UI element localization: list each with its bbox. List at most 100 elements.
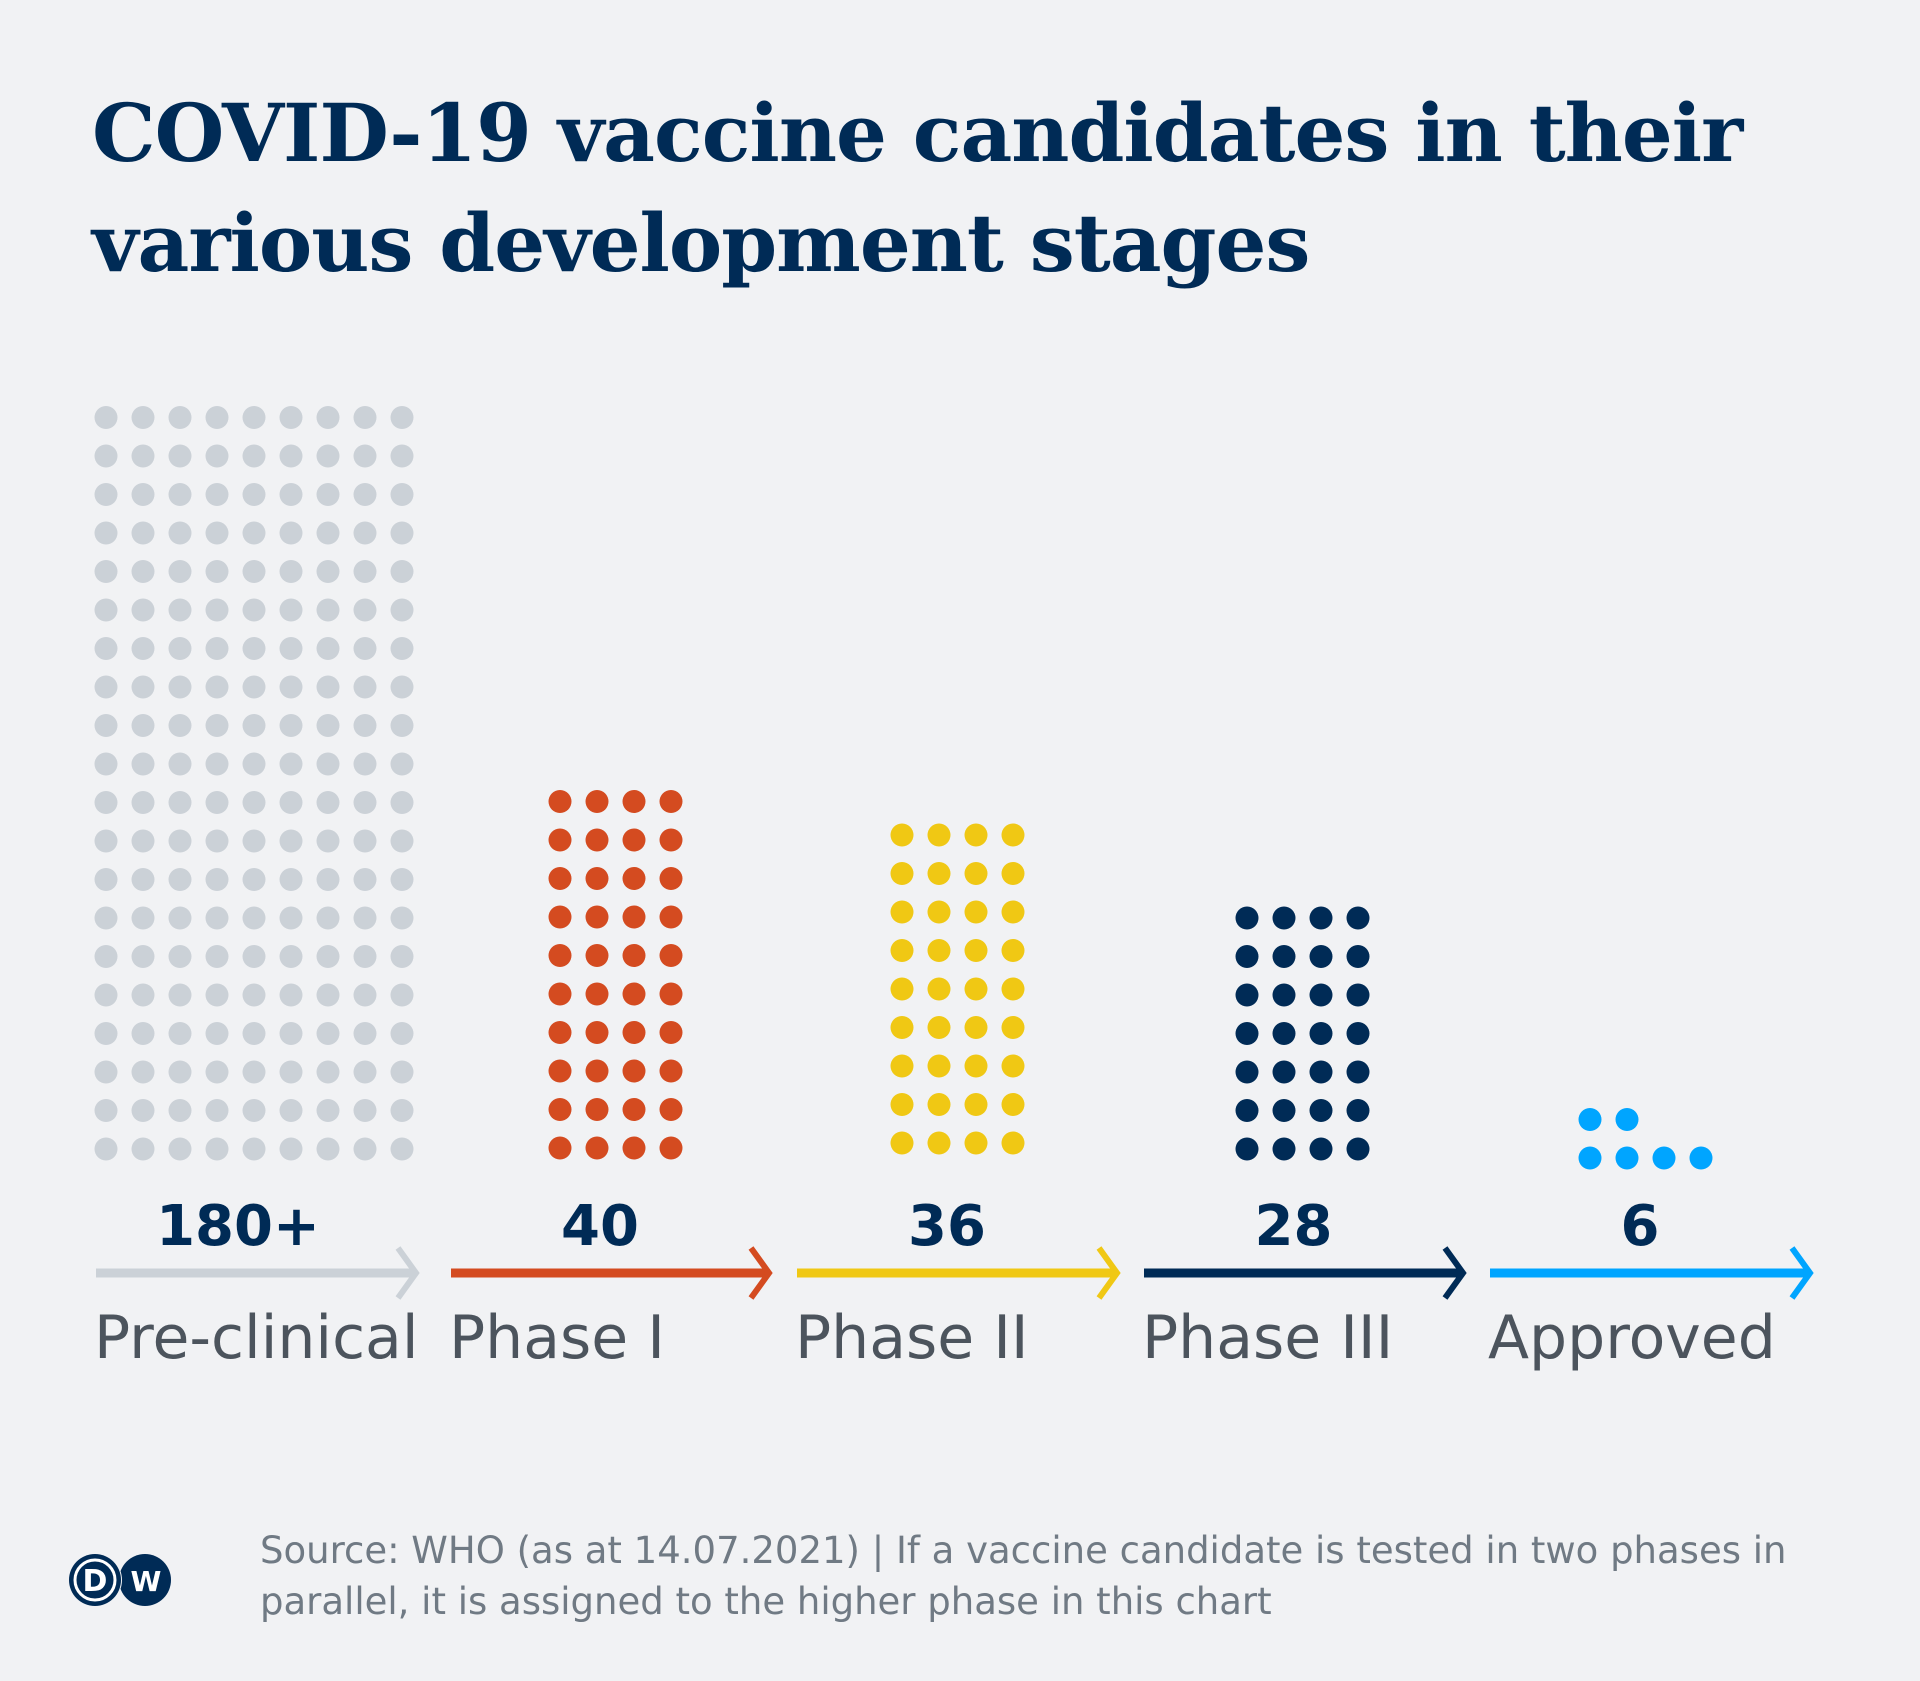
dot — [1001, 823, 1025, 847]
dot — [94, 406, 118, 429]
dot — [316, 444, 340, 468]
dot — [390, 1022, 414, 1045]
dot — [94, 675, 118, 699]
dot — [964, 900, 988, 924]
dot — [94, 483, 118, 506]
dot — [205, 945, 229, 968]
dot — [927, 823, 951, 847]
dot — [1615, 1108, 1639, 1131]
dot — [548, 982, 572, 1006]
dot — [94, 444, 118, 468]
dot — [168, 521, 192, 545]
arrow-head-icon — [748, 1246, 773, 1300]
dot — [279, 560, 303, 583]
dot — [94, 868, 118, 891]
category-label: Phase III — [1142, 1303, 1393, 1373]
dot — [168, 945, 192, 968]
dot — [205, 752, 229, 776]
dot — [279, 598, 303, 622]
dot — [279, 906, 303, 930]
dot — [205, 444, 229, 468]
dot — [279, 829, 303, 853]
dot — [1272, 1022, 1296, 1045]
dot — [168, 714, 192, 737]
dot — [94, 945, 118, 968]
dot — [279, 521, 303, 545]
dot — [205, 714, 229, 737]
dot — [279, 945, 303, 968]
arrow-head-icon — [1442, 1246, 1467, 1300]
dot — [242, 406, 266, 429]
dot — [1346, 1099, 1370, 1122]
dot — [94, 1060, 118, 1084]
dw-logo: D W — [68, 1553, 171, 1607]
dot — [205, 791, 229, 814]
dot — [890, 1093, 914, 1116]
dot — [94, 829, 118, 853]
dot — [353, 983, 377, 1007]
dot — [1346, 1060, 1370, 1084]
dot — [1272, 1060, 1296, 1084]
dot — [353, 637, 377, 660]
dot — [168, 983, 192, 1007]
dot — [1346, 945, 1370, 968]
dot — [1001, 900, 1025, 924]
dot — [622, 867, 646, 890]
dot — [131, 637, 155, 660]
dot — [353, 829, 377, 853]
arrow-head-icon — [395, 1246, 420, 1300]
dot — [316, 752, 340, 776]
dot — [622, 1021, 646, 1044]
dot — [1272, 1137, 1296, 1161]
dot — [131, 945, 155, 968]
dot — [390, 829, 414, 853]
dot — [168, 752, 192, 776]
dot — [964, 1093, 988, 1116]
value-label: 180+ — [156, 1194, 320, 1259]
dot — [168, 1137, 192, 1161]
dot — [927, 977, 951, 1001]
dot — [390, 868, 414, 891]
dot — [1272, 906, 1296, 930]
value-label: 28 — [1255, 1194, 1333, 1259]
dot — [890, 900, 914, 924]
dot — [316, 829, 340, 853]
dot — [585, 982, 609, 1006]
dot — [94, 1022, 118, 1045]
dot — [548, 944, 572, 967]
dot — [964, 862, 988, 885]
dot — [659, 867, 683, 890]
dot — [205, 983, 229, 1007]
dot — [1235, 1099, 1259, 1122]
dot — [205, 1099, 229, 1122]
dot — [131, 906, 155, 930]
dot — [94, 983, 118, 1007]
dot — [316, 675, 340, 699]
dot — [1001, 1016, 1025, 1039]
dot — [1235, 1137, 1259, 1161]
dot — [927, 862, 951, 885]
dot — [316, 1137, 340, 1161]
dot — [168, 1060, 192, 1084]
dot — [94, 598, 118, 622]
dot — [168, 868, 192, 891]
dot — [316, 868, 340, 891]
dot — [242, 521, 266, 545]
dot — [242, 714, 266, 737]
dot — [585, 905, 609, 929]
dot — [242, 983, 266, 1007]
dot — [1001, 862, 1025, 885]
dot — [316, 483, 340, 506]
dot — [94, 521, 118, 545]
dot — [316, 637, 340, 660]
dot — [131, 560, 155, 583]
dot — [242, 560, 266, 583]
dot — [622, 790, 646, 813]
dot — [1001, 1054, 1025, 1078]
dot — [659, 982, 683, 1006]
dot — [242, 1099, 266, 1122]
dot — [548, 1098, 572, 1121]
dot — [205, 1137, 229, 1161]
dot — [1272, 1099, 1296, 1122]
dot — [1309, 906, 1333, 930]
